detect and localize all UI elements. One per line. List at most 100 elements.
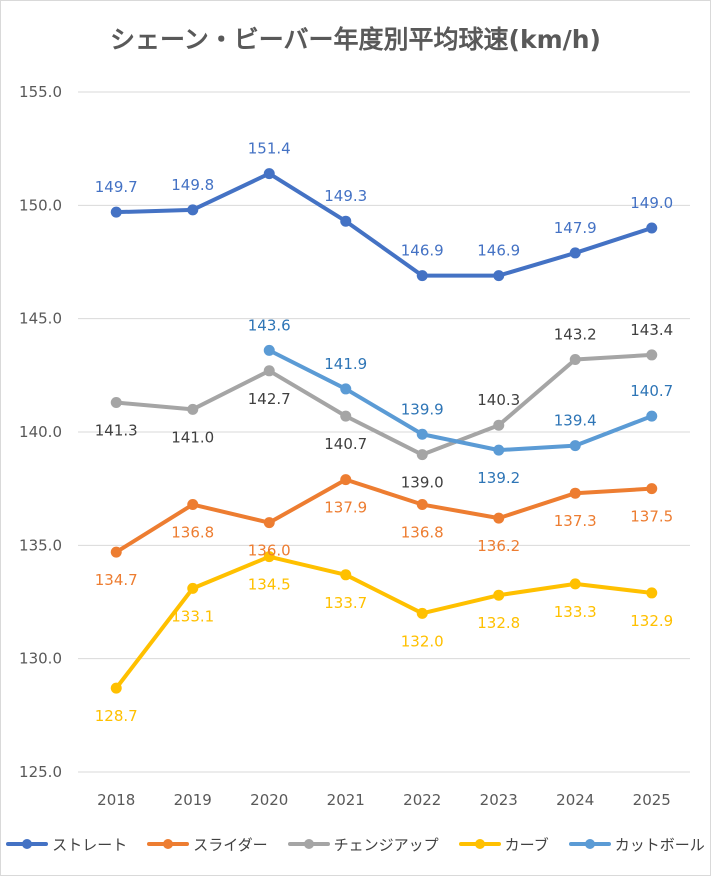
data-label: 140.7 — [324, 435, 367, 453]
data-label: 133.1 — [171, 607, 214, 625]
data-label: 149.0 — [630, 194, 673, 212]
data-point — [646, 349, 658, 361]
data-point — [110, 546, 122, 558]
data-label: 140.7 — [630, 382, 673, 400]
x-tick-label: 2018 — [97, 791, 135, 809]
data-point — [493, 444, 505, 456]
data-point — [493, 589, 505, 601]
data-point — [340, 569, 352, 581]
data-point — [646, 222, 658, 234]
data-point — [569, 353, 581, 365]
data-label: 136.0 — [248, 542, 291, 560]
legend-swatch — [458, 837, 501, 851]
legend-item: チェンジアップ — [287, 834, 439, 855]
data-label: 141.9 — [324, 355, 367, 373]
data-point — [416, 607, 428, 619]
chart-legend: ストレート スライダー チェンジアップ カーブ カットボール — [0, 829, 711, 859]
grid-lines — [78, 91, 690, 773]
x-tick-label: 2023 — [480, 791, 518, 809]
data-point — [569, 487, 581, 499]
series-line — [114, 554, 654, 691]
legend-label: ストレート — [52, 835, 128, 854]
y-tick-label: 130.0 — [19, 650, 62, 668]
data-point — [340, 410, 352, 422]
data-label: 141.0 — [171, 428, 214, 446]
series-スライダー — [110, 474, 658, 558]
series-カーブ — [110, 551, 658, 694]
x-tick-label: 2019 — [174, 791, 212, 809]
data-point — [493, 419, 505, 431]
data-label: 139.0 — [401, 474, 444, 492]
legend-item: カットボール — [568, 834, 705, 855]
legend-label: スライダー — [193, 835, 268, 854]
data-label: 128.7 — [95, 707, 138, 725]
data-label: 137.9 — [324, 499, 367, 517]
legend-item: スライダー — [147, 834, 268, 855]
data-point — [263, 517, 275, 529]
data-label: 146.9 — [477, 242, 520, 260]
axis-labels: 125.0 130.0 135.0 140.0 145.0 150.0 155.0 2018 2… — [19, 83, 671, 809]
data-point — [569, 247, 581, 259]
data-label: 139.4 — [554, 412, 597, 430]
chart-title: シェーン・ビーバー年度別平均球速(km/h) — [110, 25, 601, 54]
x-tick-label: 2024 — [556, 791, 594, 809]
data-point — [569, 440, 581, 452]
y-tick-label: 135.0 — [19, 536, 62, 554]
series-チェンジアップ — [110, 349, 658, 461]
data-point — [187, 499, 199, 511]
data-label: 132.8 — [477, 614, 520, 632]
data-label: 137.5 — [630, 508, 673, 526]
data-point — [340, 383, 352, 395]
data-point — [493, 270, 505, 282]
y-tick-label: 145.0 — [19, 310, 62, 328]
data-label: 149.7 — [95, 178, 138, 196]
data-label: 142.7 — [248, 390, 291, 408]
x-tick-label: 2025 — [633, 791, 671, 809]
data-label: 136.2 — [477, 537, 520, 555]
data-label: 134.5 — [248, 576, 291, 594]
data-point — [263, 344, 275, 356]
data-point — [569, 578, 581, 590]
data-labels: 149.7 149.8 151.4 149.3 146.9 146.9 147.9 149.0… — [95, 140, 673, 726]
y-tick-label: 125.0 — [19, 763, 62, 781]
x-tick-label: 2020 — [250, 791, 288, 809]
data-point — [416, 499, 428, 511]
legend-item: カーブ — [458, 834, 549, 855]
data-point — [263, 168, 275, 180]
data-point — [416, 270, 428, 282]
legend-label: カーブ — [504, 835, 549, 854]
data-label: 133.3 — [554, 603, 597, 621]
series-line — [114, 477, 654, 555]
data-point — [187, 204, 199, 216]
data-point — [263, 551, 275, 563]
data-label: 140.3 — [477, 391, 520, 409]
data-point — [646, 410, 658, 422]
series-lines — [110, 168, 658, 694]
data-label: 137.3 — [554, 512, 597, 530]
data-point — [110, 397, 122, 409]
data-label: 136.8 — [171, 524, 214, 542]
data-point — [493, 512, 505, 524]
data-point — [263, 365, 275, 377]
data-point — [340, 215, 352, 227]
data-label: 136.8 — [401, 524, 444, 542]
data-label: 151.4 — [248, 140, 291, 158]
data-point — [187, 582, 199, 594]
data-label: 134.7 — [95, 571, 138, 589]
data-point — [416, 428, 428, 440]
data-label: 141.3 — [95, 422, 138, 440]
series-line — [114, 171, 654, 278]
data-label: 147.9 — [554, 219, 597, 237]
data-label: 143.2 — [554, 325, 597, 343]
data-label: 149.8 — [171, 176, 214, 194]
data-point — [646, 587, 658, 599]
legend-swatch — [287, 837, 330, 851]
y-tick-label: 150.0 — [19, 196, 62, 214]
data-label: 146.9 — [401, 242, 444, 260]
legend-label: チェンジアップ — [333, 835, 439, 854]
data-label: 139.9 — [401, 400, 444, 418]
data-point — [110, 206, 122, 218]
x-tick-label: 2021 — [327, 791, 365, 809]
legend-swatch — [147, 837, 190, 851]
